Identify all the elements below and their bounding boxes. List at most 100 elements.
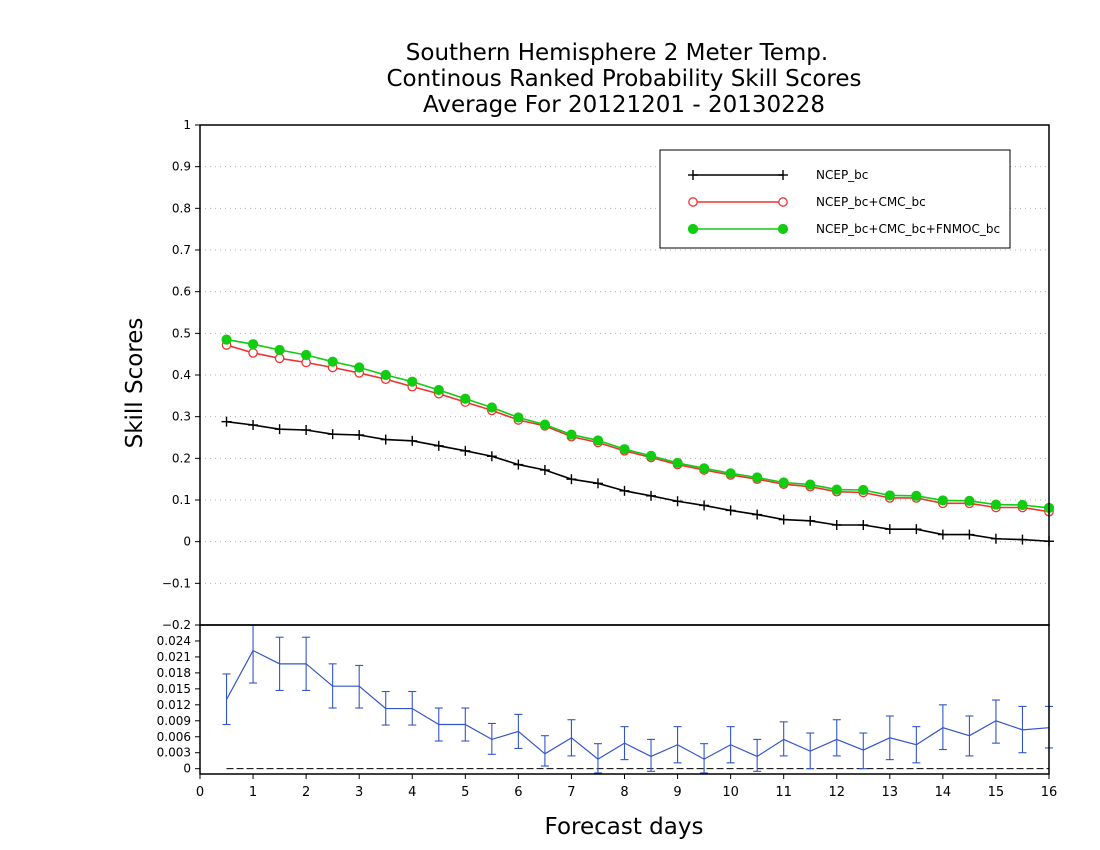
bottom-y-tick-label: 0.024 [157,634,191,648]
series-3-point [884,490,895,501]
series-1-point [407,435,418,446]
series-2-point [248,348,258,358]
difference-panel: 0.024 0.021 0.018 0.015 0.012 0.009 0.006 0.003… [157,624,1057,800]
series-3-point [778,477,789,488]
y-tick-label: 0.2 [172,451,191,465]
bottom-y-tick-label: 0.009 [157,714,191,728]
error-bar [434,707,443,742]
x-axis-label: Forecast days [545,814,704,840]
series-3-point [831,484,842,495]
y-tick-label: 0 [183,535,191,549]
series-1-point [380,434,391,445]
series-1-point [778,514,789,525]
series-1-point [592,478,603,489]
bottom-y-tick-label: 0.021 [157,650,191,664]
error-bar [859,732,868,770]
x-tick-label: 2 [302,785,310,800]
series-1-point [301,425,312,435]
error-bar [593,743,602,774]
legend-marker [687,223,699,235]
y-tick-label: 0.8 [172,201,191,215]
series-1-point [858,520,869,530]
series-3-point [752,472,763,483]
series-1-point [911,524,922,535]
series-1-point [274,424,285,435]
legend-marker [688,197,698,207]
x-tick-label: 12 [828,785,845,800]
error-bar [249,625,258,684]
series-3-point [645,450,657,461]
series-1-point [937,529,948,540]
top-series-layer [221,334,1055,547]
series-3-point [911,490,922,501]
bottom-series-layer [222,625,1053,774]
error-bar [381,690,390,726]
bottom-y-tick-label: 0.012 [157,698,191,712]
bottom-y-ticks: 0.024 0.021 0.018 0.015 0.012 0.009 0.006 0.003… [157,634,200,776]
error-bar [1018,705,1027,754]
error-bar [806,732,815,770]
error-bar [938,704,947,751]
series-3-point [486,402,497,413]
series-3-point [433,384,444,396]
y-tick-label: 0.4 [172,368,191,382]
bottom-y-tick-label: 0 [183,762,191,776]
y-axis-label: Skill Scores [122,318,148,449]
error-bar [514,713,523,750]
error-bar [355,664,364,709]
x-tick-label: 16 [1041,785,1058,800]
error-bar [487,722,496,755]
series-3-point [301,349,312,361]
series-1-point [566,474,577,485]
legend-label-2: NCEP_bc+CMC_bc [816,195,926,209]
x-tick-label: 10 [722,785,739,800]
bottom-y-tick-label: 0.015 [157,682,191,696]
x-tick-label: 13 [882,785,899,800]
x-ticks: 0 1 2 3 4 5 6 7 8 9 10 11 12 13 14 15 16 [196,774,1057,800]
series-1-point [1017,534,1028,545]
series-3-point [247,339,259,350]
series-3-point [221,334,232,345]
error-bar [700,743,709,774]
series-1-point [646,490,657,501]
error-bar [991,699,1000,744]
error-bar [647,738,656,772]
series-3-point [513,412,524,423]
series-1-point [831,520,842,530]
error-bar [540,735,549,767]
y-tick-label: 0.6 [172,285,191,299]
y-tick-label: 1 [183,118,191,132]
y-tick-label: 0.5 [172,326,191,340]
legend-marker [777,223,789,235]
series-1-point [990,533,1001,544]
error-bar [885,715,894,761]
series-3-point [725,468,736,479]
series-line-1 [226,420,1050,543]
legend-marker [778,197,788,207]
series-3-point [1017,499,1028,511]
bottom-y-tick-label: 0.018 [157,666,191,680]
x-tick-label: 5 [461,785,469,800]
error-bar [753,738,762,772]
series-1-point [619,485,630,496]
error-bar [408,690,417,726]
error-bar [328,663,337,709]
error-bar [620,726,629,761]
x-tick-label: 1 [249,785,257,800]
error-bar [302,636,311,692]
series-line-2 [226,344,1050,513]
chart-title-line-2: Continous Ranked Probability Skill Score… [386,66,861,92]
series-3-point [380,369,391,381]
x-tick-label: 6 [514,785,522,800]
error-bar [726,726,735,764]
series-1-point [513,459,524,470]
legend-label-3: NCEP_bc+CMC_bc+FNMOC_bc [816,222,1000,236]
x-tick-label: 8 [620,785,628,800]
series-1-point [752,509,763,520]
series-1-point [327,429,338,440]
series-1-point [539,465,550,475]
error-bar [275,636,284,692]
error-bar [673,726,682,764]
x-tick-label: 14 [935,785,952,800]
